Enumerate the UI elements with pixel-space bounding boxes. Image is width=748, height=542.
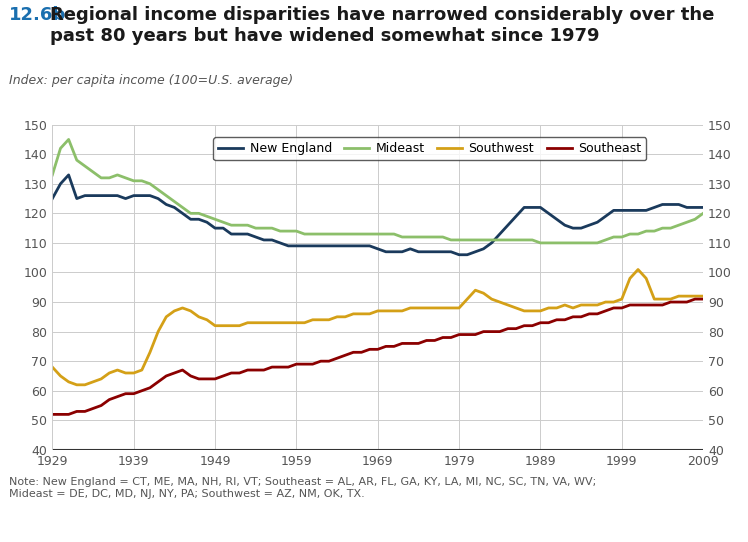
Southeast: [699, 296, 708, 302]
Text: Index: per capita income (100=U.S. average): Index: per capita income (100=U.S. avera…: [9, 74, 293, 87]
New England: [625, 207, 634, 214]
Mideast: [64, 136, 73, 143]
Southwest: [73, 382, 82, 388]
Southeast: [48, 411, 57, 418]
Southwest: [650, 296, 659, 302]
Southwest: [699, 293, 708, 299]
Line: Southeast: Southeast: [52, 299, 703, 415]
Southeast: [690, 296, 699, 302]
Mideast: [593, 240, 602, 246]
New England: [414, 249, 423, 255]
Mideast: [463, 237, 472, 243]
Line: Mideast: Mideast: [52, 139, 703, 243]
Southwest: [414, 305, 423, 311]
Southeast: [577, 314, 586, 320]
Southwest: [48, 364, 57, 370]
Text: Note: New England = CT, ME, MA, NH, RI, VT; Southeast = AL, AR, FL, GA, KY, LA, : Note: New England = CT, ME, MA, NH, RI, …: [9, 477, 596, 499]
Mideast: [650, 228, 659, 234]
Mideast: [625, 231, 634, 237]
Southwest: [463, 296, 472, 302]
New England: [650, 204, 659, 211]
New England: [593, 219, 602, 225]
Southwest: [536, 308, 545, 314]
Southeast: [455, 331, 464, 338]
New England: [471, 249, 480, 255]
New England: [64, 172, 73, 178]
Text: Regional income disparities have narrowed considerably over the
past 80 years bu: Regional income disparities have narrowe…: [50, 6, 714, 45]
Legend: New England, Mideast, Southwest, Southeast: New England, Mideast, Southwest, Southea…: [213, 138, 646, 160]
New England: [699, 204, 708, 211]
Southwest: [634, 266, 643, 273]
New England: [455, 251, 464, 258]
Line: Southwest: Southwest: [52, 269, 703, 385]
Southeast: [406, 340, 415, 347]
Southwest: [585, 302, 594, 308]
New England: [48, 195, 57, 202]
Line: New England: New England: [52, 175, 703, 255]
Southeast: [634, 302, 643, 308]
Mideast: [544, 240, 553, 246]
Mideast: [536, 240, 545, 246]
Text: 12.6b: 12.6b: [9, 6, 67, 24]
New England: [544, 210, 553, 217]
Southwest: [617, 296, 626, 302]
Mideast: [414, 234, 423, 240]
Mideast: [699, 210, 708, 217]
Southeast: [609, 305, 618, 311]
Southeast: [528, 322, 537, 329]
Mideast: [48, 172, 57, 178]
